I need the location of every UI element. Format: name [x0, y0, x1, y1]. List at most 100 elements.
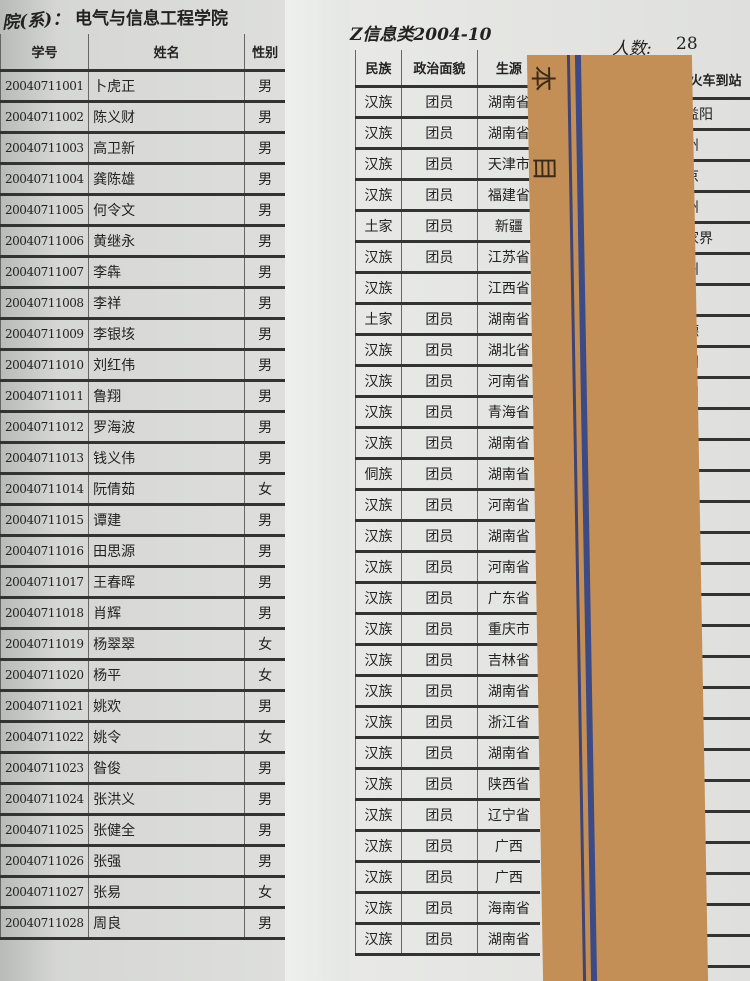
table-cell: 海南省 — [476, 892, 540, 925]
table-row: 汉族 团员 河南省 — [355, 365, 540, 398]
table-row: 汉族 团员 海南省 — [355, 892, 540, 925]
table-row: 汉族 团员 重庆市 — [355, 613, 540, 646]
table-cell: 龚陈雄 — [88, 163, 245, 196]
table-cell: 20040711025 — [0, 814, 89, 847]
table-cell: 男 — [244, 690, 285, 723]
table-cell: 女 — [244, 473, 285, 506]
table-row: 汉族 团员 湖南省 — [355, 427, 540, 460]
table-row: 汉族 团员 天津市 — [355, 148, 540, 181]
college-label: 院(系)： — [1, 8, 70, 34]
table-cell: 汉族 — [355, 427, 402, 460]
table-cell: 青海省 — [476, 396, 540, 429]
table-cell: 刘红伟 — [88, 349, 245, 382]
table-cell: 女 — [244, 628, 285, 661]
class-name: Z信息类2004-10 — [350, 25, 492, 45]
right-info-table: 民族 政治面貌 生源 汉族 团员 湖南省 汉族 团员 湖南省 汉族 团员 天津市 汉族 团员 福建省 土家 团员… — [355, 50, 540, 956]
table-cell: 20040711027 — [0, 876, 89, 909]
table-cell — [400, 272, 478, 305]
table-cell: 20040711021 — [0, 690, 89, 723]
table-row: 20040711005 何令文男 — [0, 194, 285, 227]
table-cell: 团员 — [400, 737, 478, 770]
table-row: 20040711018 肖辉男 — [0, 597, 285, 630]
table-row: 20040711022 姚令女 — [0, 721, 285, 754]
table-cell: 湖北省 — [476, 334, 540, 367]
table-cell: 湖南省 — [476, 675, 540, 708]
table-cell: 男 — [244, 783, 285, 816]
table-row: 汉族 团员 江苏省 — [355, 241, 540, 274]
table-cell: 李银垓 — [88, 318, 245, 351]
table-cell: 20040711028 — [0, 907, 89, 940]
table-cell: 侗族 — [355, 458, 402, 491]
table-row: 汉族 团员 河南省 — [355, 489, 540, 522]
table-cell: 辽宁省 — [476, 799, 540, 832]
table-row: 土家 团员 湖南省 — [355, 303, 540, 336]
strip-line — [574, 55, 598, 981]
table-cell: 团员 — [400, 613, 478, 646]
table-row: 20040711011 鲁翔男 — [0, 380, 285, 413]
table-cell: 姚令 — [88, 721, 245, 754]
table-cell: 汉族 — [355, 706, 402, 739]
table-cell: 汉族 — [355, 148, 402, 181]
table-cell: 男 — [244, 70, 285, 103]
table-cell: 广西 — [476, 861, 540, 894]
table-row: 20040711010 刘红伟男 — [0, 349, 285, 382]
table-cell: 湖南省 — [476, 427, 540, 460]
table-cell: 李犇 — [88, 256, 245, 289]
table-cell: 团员 — [400, 427, 478, 460]
table-cell: 江西省 — [476, 272, 540, 305]
table-row: 20040711002 陈义财男 — [0, 101, 285, 134]
table-cell: 湖南省 — [476, 303, 540, 336]
table-cell: 男 — [244, 349, 285, 382]
table-cell: 广东省 — [476, 582, 540, 615]
table-row: 20040711014 阮倩茹女 — [0, 473, 285, 506]
table-cell: 女 — [244, 721, 285, 754]
table-cell: 20040711015 — [0, 504, 89, 537]
table-cell: 张强 — [88, 845, 245, 878]
table-cell: 姚欢 — [88, 690, 245, 723]
table-cell: 汉族 — [355, 334, 402, 367]
table-cell: 王春晖 — [88, 566, 245, 599]
table-row: 汉族 团员 湖南省 — [355, 86, 540, 119]
table-cell: 土家 — [355, 210, 402, 243]
table-cell: 20040711019 — [0, 628, 89, 661]
table-cell: 20040711013 — [0, 442, 89, 475]
table-cell: 杨翠翠 — [88, 628, 245, 661]
table-cell: 汉族 — [355, 768, 402, 801]
table-row: 汉族 团员 广东省 — [355, 582, 540, 615]
table-row: 汉族 团员 湖南省 — [355, 675, 540, 708]
table-row: 20040711025 张健全男 — [0, 814, 285, 847]
table-cell: 广西 — [476, 830, 540, 863]
table-cell: 吉林省 — [476, 644, 540, 677]
table-row: 20040711012 罗海波男 — [0, 411, 285, 444]
table-cell: 20040711017 — [0, 566, 89, 599]
table-row: 汉族 江西省 — [355, 272, 540, 305]
brown-paper-strip: 本 目 — [527, 55, 709, 981]
table-cell: 团员 — [400, 179, 478, 212]
table-cell: 团员 — [400, 334, 478, 367]
table-row: 汉族 团员 辽宁省 — [355, 799, 540, 832]
table-cell: 男 — [244, 845, 285, 878]
table-cell: 汉族 — [355, 799, 402, 832]
table-cell: 20040711016 — [0, 535, 89, 568]
table-cell: 女 — [244, 876, 285, 909]
table-cell: 20040711026 — [0, 845, 89, 878]
table-cell: 杨平 — [88, 659, 245, 692]
table-cell: 钱义伟 — [88, 442, 245, 475]
table-cell: 20040711018 — [0, 597, 89, 630]
table-cell: 20040711009 — [0, 318, 89, 351]
column-header: 姓名 — [88, 34, 245, 72]
table-cell: 汉族 — [355, 241, 402, 274]
table-cell: 汉族 — [355, 582, 402, 615]
table-cell: 何令文 — [88, 194, 245, 227]
table-cell: 男 — [244, 752, 285, 785]
table-cell: 20040711014 — [0, 473, 89, 506]
college-name: 电气与信息工程学院 — [75, 9, 228, 29]
table-cell: 阮倩茹 — [88, 473, 245, 506]
table-cell: 20040711020 — [0, 659, 89, 692]
table-row: 汉族 团员 湖南省 — [355, 737, 540, 770]
table-row: 汉族 团员 广西 — [355, 830, 540, 863]
table-row: 20040711016 田思源男 — [0, 535, 285, 568]
table-cell: 黄继永 — [88, 225, 245, 258]
table-cell: 团员 — [400, 582, 478, 615]
table-cell: 汉族 — [355, 551, 402, 584]
